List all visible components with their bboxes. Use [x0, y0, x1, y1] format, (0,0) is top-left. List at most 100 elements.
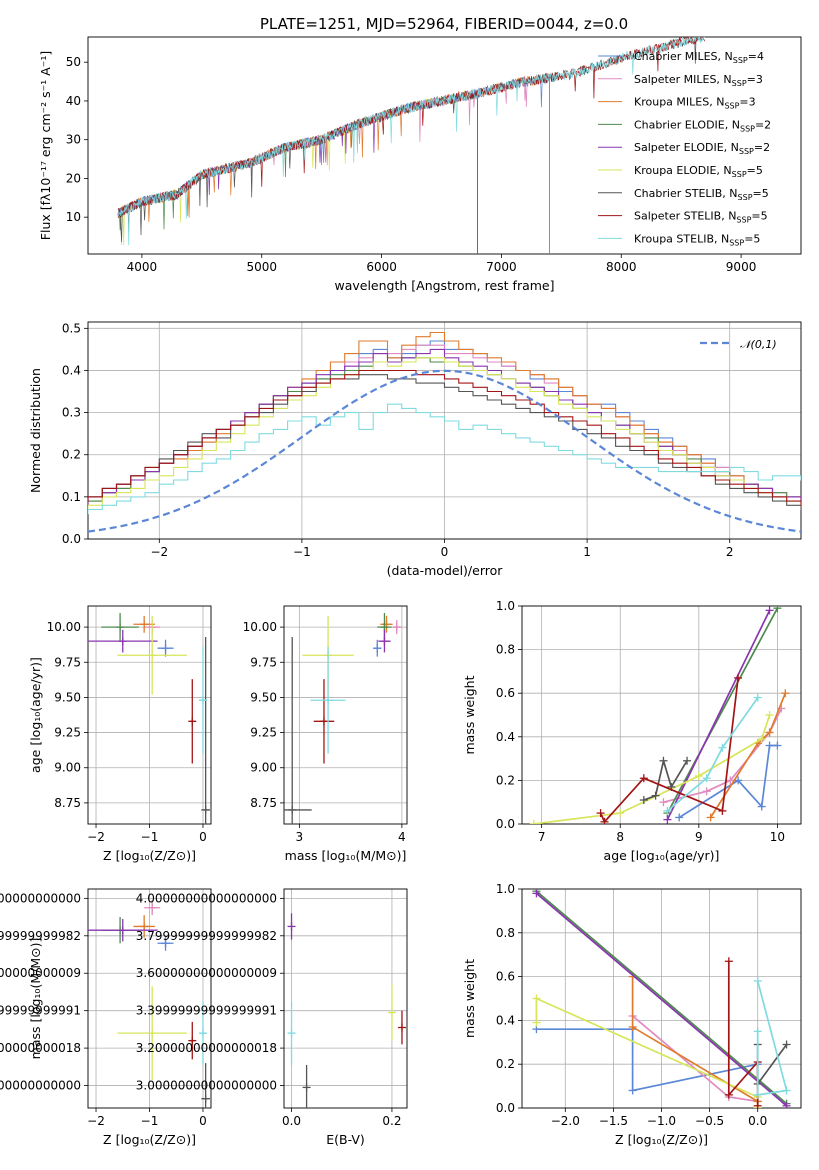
y-tick-label: 9.25: [250, 726, 277, 740]
weight-line-salpeter-stelib: [724, 957, 762, 1108]
panel-age-vs-Z: −2 −1 0 8.75 9.00 9.25 9.50 9.75 10.00 Z [log₁₀(Z…: [28, 605, 212, 863]
errorbar-kroupa-elodie: [117, 615, 187, 695]
errorbar-salpeter-stelib: [188, 679, 197, 764]
panel-mass-vs-Z: −2 −1 0 3.00000000000000000 3.20000000000000…: [0, 888, 212, 1147]
plot-area: [88, 900, 210, 1108]
y-tick-label: 10.00: [243, 620, 277, 634]
y-tick-label: 0.4: [496, 730, 515, 744]
weight-line-kroupa-miles: [706, 689, 790, 822]
errorbar-salpeter-elodie: [287, 913, 296, 940]
errorbar-kroupa-miles: [133, 915, 155, 938]
y-tick-label: 0.4: [496, 1013, 515, 1027]
panel-weight-vs-age: 7 8 9 10 0.0 0.2 0.4 0.6 0.8 1.0 age [log₁₀(age/yr…: [462, 599, 802, 863]
y-tick-label: 0.0: [62, 532, 81, 546]
weight-line-kroupa-elodie: [529, 711, 774, 824]
y-tick-label: 1.0: [496, 599, 515, 613]
panel-mass-vs-ebv: 0.0 0.2 3.00000000000000000 3.2000000000000…: [136, 888, 408, 1147]
legend-label: Salpeter STELIB, NSSP=5: [634, 210, 768, 225]
spectrum-legend: Chabrier MILES, NSSP=4 Salpeter MILES, NS…: [598, 50, 771, 247]
y-tick-label: 0.3: [62, 406, 81, 420]
y-tick-label: 0.8: [496, 926, 515, 940]
errorbar-salpeter-miles: [144, 900, 161, 916]
x-axis-label: age [log₁₀(age/yr)]: [604, 848, 720, 863]
y-tick-label: 0.0: [496, 1101, 515, 1115]
histogram-kroupa-stelib: [88, 403, 801, 515]
y-axis-label: Normed distribution: [28, 368, 43, 493]
y-tick-label: 40: [66, 94, 81, 108]
x-tick-label: −0.5: [695, 1114, 724, 1128]
x-tick-label: 9: [695, 830, 703, 844]
errorbar-kroupa-elodie: [387, 984, 396, 1041]
weight-line-kroupa-stelib: [663, 693, 762, 815]
panel-spectrum: 4000 5000 6000 7000 8000 9000 10 20 30 40 50 wavele…: [38, 36, 802, 293]
x-tick-label: 3: [296, 830, 304, 844]
axes-frame: [521, 888, 802, 1109]
plot-area: [117, 37, 706, 254]
y-tick-label: 3.79999999999999982: [0, 929, 81, 943]
legend-label: Salpeter ELODIE, NSSP=2: [634, 141, 770, 156]
errorbar-salpeter-elodie: [88, 629, 158, 653]
errorbar-salpeter-stelib: [313, 679, 335, 764]
y-tick-label: 0.6: [496, 970, 515, 984]
x-axis-label: mass [log₁₀(M/M⊙)]: [285, 848, 407, 863]
y-tick-label: 0.6: [496, 686, 515, 700]
errorbar-kroupa-stelib: [198, 646, 207, 754]
errorbar-chabrier-miles: [373, 639, 382, 657]
y-tick-label: 3.20000000000000018: [0, 1041, 81, 1055]
errorbar-chabrier-stelib: [201, 1063, 210, 1108]
y-tick-label: 0.2: [496, 1057, 515, 1071]
histogram-salpeter-stelib: [88, 369, 801, 506]
y-tick-label: 3.00000000000000000: [136, 1079, 277, 1093]
y-tick-label: 0.2: [496, 773, 515, 787]
y-axis-label: mass weight: [462, 959, 477, 1038]
x-tick-label: −2: [150, 545, 168, 559]
axes-frame: [283, 605, 408, 825]
y-tick-label: 20: [66, 171, 81, 185]
y-axis-label: mass [log₁₀(M/M⊙)]: [28, 938, 43, 1060]
axes-frame: [283, 888, 408, 1109]
spectrum-line-chabrier-elodie: [117, 89, 478, 254]
legend-label: Kroupa ELODIE, NSSP=5: [634, 164, 763, 179]
errorbar-kroupa-miles: [133, 615, 155, 633]
plot-area: [88, 331, 801, 533]
y-tick-label: 9.50: [54, 690, 81, 704]
y-tick-label: 8.75: [54, 796, 81, 810]
figure-title: PLATE=1251, MJD=52964, FIBERID=0044, z=0…: [260, 15, 628, 33]
y-tick-label: 3.39999999999999991: [0, 1004, 81, 1018]
y-tick-label: 9.00: [250, 761, 277, 775]
y-tick-label: 1.0: [496, 882, 515, 896]
errorbar-kroupa-stelib: [287, 1001, 296, 1065]
x-tick-label: −2: [87, 830, 105, 844]
errorbar-salpeter-elodie: [378, 629, 391, 653]
x-tick-label: −1: [293, 545, 311, 559]
errorbar-kroupa-stelib: [310, 646, 346, 754]
legend-label: Chabrier MILES, NSSP=4: [634, 50, 764, 65]
x-axis-label: E(B-V): [326, 1132, 365, 1147]
y-tick-label: 10: [66, 210, 81, 224]
x-axis-label: Z [log₁₀(Z/Z⊙)]: [103, 1132, 196, 1147]
spectrum-line-salpeter-miles: [117, 72, 550, 254]
y-tick-label: 0.4: [62, 363, 81, 377]
legend-label: Kroupa STELIB, NSSP=5: [634, 232, 760, 247]
y-axis-label: age [log₁₀(age/yr)]: [28, 657, 43, 773]
y-tick-label: 30: [66, 133, 81, 147]
x-tick-label: 5000: [246, 260, 277, 274]
y-tick-label: 0.8: [496, 643, 515, 657]
weight-line-salpeter-stelib: [596, 673, 743, 824]
x-tick-label: 0: [199, 830, 207, 844]
x-tick-label: 8000: [606, 260, 637, 274]
x-tick-label: −1: [141, 830, 159, 844]
histogram-salpeter-miles: [88, 344, 801, 506]
x-tick-label: 7: [538, 830, 546, 844]
x-tick-label: −1.5: [599, 1114, 628, 1128]
legend-label: Chabrier ELODIE, NSSP=2: [634, 118, 771, 133]
x-tick-label: 9000: [726, 260, 757, 274]
plot-area: [529, 606, 790, 824]
y-tick-label: 9.75: [250, 655, 277, 669]
legend-label: Salpeter MILES, NSSP=3: [634, 73, 763, 88]
y-axis-label: mass weight: [462, 675, 477, 754]
spectrum-line-chabrier-miles: [117, 72, 550, 254]
normal-curve: [88, 369, 801, 533]
axes-frame: [87, 605, 212, 825]
